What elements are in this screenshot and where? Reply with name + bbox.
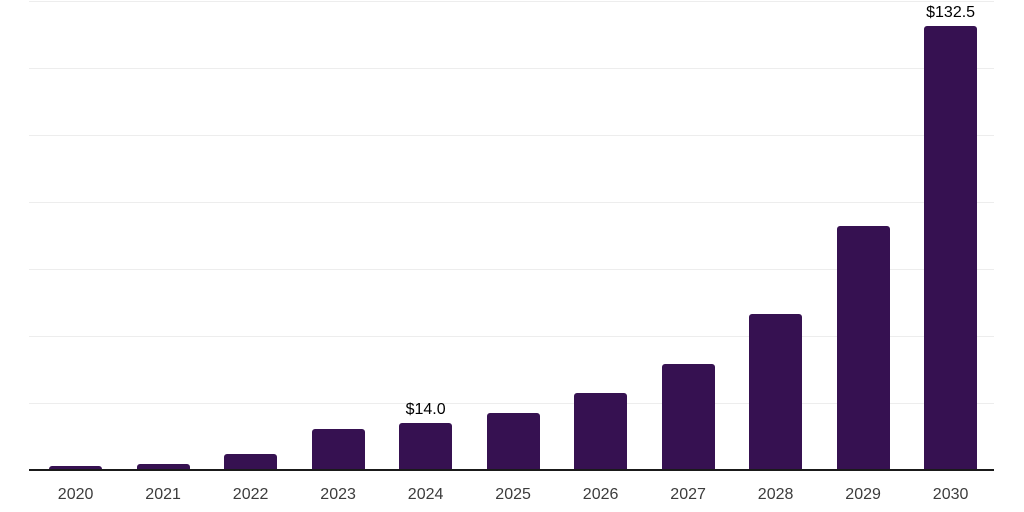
bar-2023 — [311, 429, 365, 470]
bar-2030 — [924, 26, 978, 470]
x-tick-2028: 2028 — [757, 486, 794, 503]
value-label-2024: $14.0 — [405, 401, 446, 419]
bar-2027 — [661, 364, 715, 470]
x-tick-2022: 2022 — [232, 486, 269, 503]
bar-2020 — [49, 465, 103, 470]
gridline-80 — [29, 202, 994, 203]
x-tick-2026: 2026 — [582, 486, 619, 503]
x-tick-2025: 2025 — [495, 486, 531, 503]
x-tick-2027: 2027 — [670, 486, 706, 503]
x-tick-2023: 2023 — [320, 486, 356, 503]
bar-2026 — [574, 392, 628, 470]
bar-2028 — [749, 313, 803, 470]
gridline-140 — [29, 1, 994, 2]
bar-2029 — [836, 225, 890, 470]
bar-2024 — [399, 423, 453, 470]
bar-2021 — [136, 463, 190, 470]
x-axis-line — [29, 469, 994, 471]
x-tick-2029: 2029 — [845, 486, 881, 503]
gridline-120 — [29, 68, 994, 69]
x-tick-2021: 2021 — [145, 486, 181, 503]
x-tick-2024: 2024 — [407, 486, 444, 503]
bar-2022 — [224, 454, 278, 470]
bar-2025 — [486, 413, 540, 470]
gridline-100 — [29, 135, 994, 136]
x-tick-2020: 2020 — [57, 486, 94, 503]
x-tick-2030: 2030 — [932, 486, 969, 503]
value-label-2030: $132.5 — [926, 4, 976, 22]
